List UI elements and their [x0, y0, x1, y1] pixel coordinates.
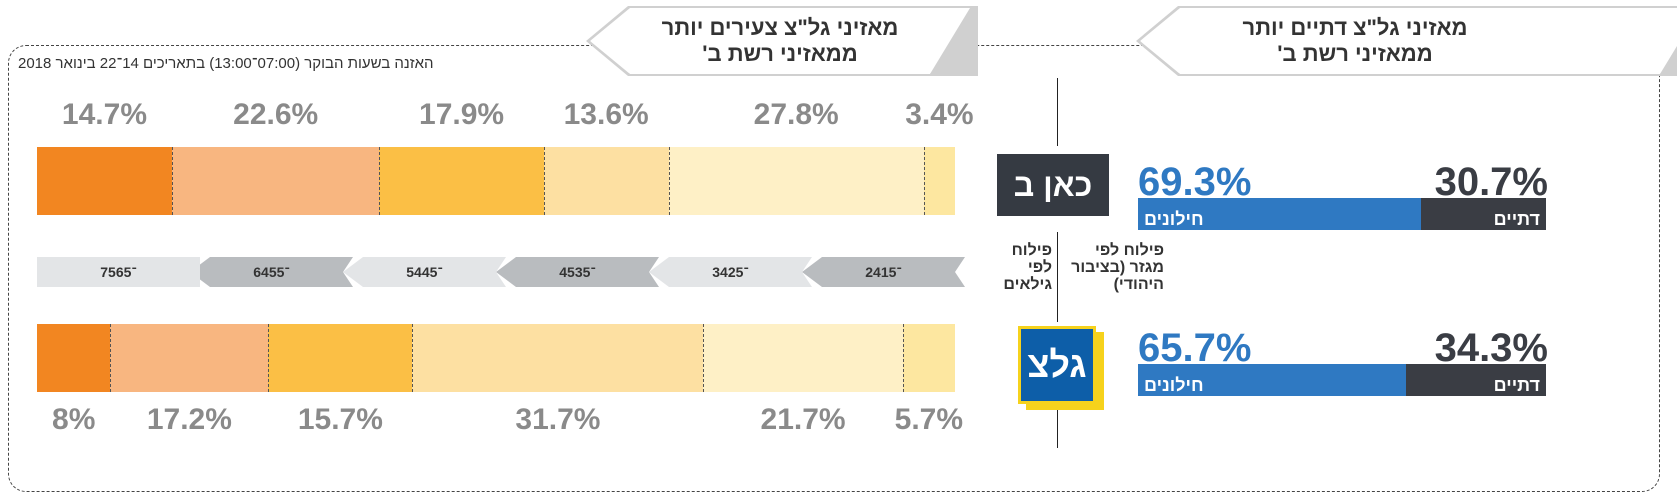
secular-segment: חילונים	[1138, 198, 1421, 230]
age-category-label: 64־55	[190, 257, 353, 287]
bar-segment-35-44	[412, 324, 704, 392]
secular-segment: חילונים	[1138, 364, 1407, 396]
kan-bet-logo: כאן ב	[997, 154, 1109, 216]
bar-segment-35-44	[543, 147, 669, 215]
bar-segment-45-54	[379, 147, 544, 215]
header-young-line1: מאזיני גל"צ צעירים יותר	[661, 15, 899, 40]
kan-age-bar	[37, 147, 955, 215]
bar-segment-55-64	[171, 147, 380, 215]
age-category-label: 54־45	[343, 257, 506, 287]
data-label: 21.7%	[760, 403, 846, 436]
header-religious-line1: מאזיני גל"צ דתיים יותר	[1242, 15, 1468, 40]
data-label: 22.6%	[233, 98, 319, 131]
religious-percent: 30.7%	[1434, 160, 1548, 204]
religious-segment: דתיים	[1406, 364, 1546, 396]
data-label: 17.9%	[419, 98, 505, 131]
data-label: 17.2%	[146, 403, 232, 436]
bar-segment-25-34	[668, 147, 924, 215]
data-label: 27.8%	[753, 98, 839, 131]
data-label: 3.4%	[905, 98, 974, 131]
data-label: 13.6%	[563, 98, 649, 131]
bar-segment-65-75	[37, 324, 111, 392]
sector-bar: חילונים דתיים	[1138, 364, 1546, 396]
bar-segment-45-54	[268, 324, 413, 392]
age-category-label: 45־35	[496, 257, 659, 287]
age-category-label: 34־25	[649, 257, 812, 287]
data-label: 5.7%	[894, 403, 964, 436]
bar-segment-25-34	[703, 324, 903, 392]
header-religious: מאזיני גל"צ דתיים יותר ממאזיני רשת ב'	[1140, 8, 1677, 74]
religious-segment: דתיים	[1420, 198, 1546, 230]
header-young-line2: ממאזיני רשת ב'	[702, 41, 858, 66]
secular-percent: 69.3%	[1138, 160, 1252, 204]
age-breakdown-label: פילוח לפי גילאים	[1003, 242, 1052, 293]
data-label: 15.7%	[297, 403, 383, 436]
bar-segment-65-75	[37, 147, 172, 215]
divider	[1057, 400, 1058, 448]
bar-segment-15-24	[923, 147, 955, 215]
data-label: 14.7%	[61, 98, 148, 131]
galatz-age-bar	[37, 324, 955, 392]
divider	[1057, 78, 1058, 146]
galatz-logo: גלצ	[1018, 326, 1096, 404]
data-label: 31.7%	[515, 403, 601, 436]
data-label: 8%	[52, 403, 96, 436]
religious-percent: 34.3%	[1434, 326, 1548, 370]
age-category-label: 75־65	[37, 257, 200, 287]
secular-percent: 65.7%	[1138, 326, 1252, 370]
sector-breakdown-label: פילוח לפי מגזר (בציבור היהודי)	[1071, 242, 1164, 293]
age-category-label: 24־15	[802, 257, 965, 287]
bar-segment-15-24	[902, 324, 955, 392]
header-religious-line2: ממאזיני רשת ב'	[1277, 41, 1433, 66]
subtitle: האזנה בשעות הבוקר (07:00־13:00) בתאריכים…	[18, 55, 434, 72]
header-young: מאזיני גל"צ צעירים יותר ממאזיני רשת ב'	[590, 8, 970, 74]
bar-segment-55-64	[110, 324, 269, 392]
sector-bar: חילונים דתיים	[1138, 198, 1546, 230]
divider	[1057, 232, 1058, 322]
